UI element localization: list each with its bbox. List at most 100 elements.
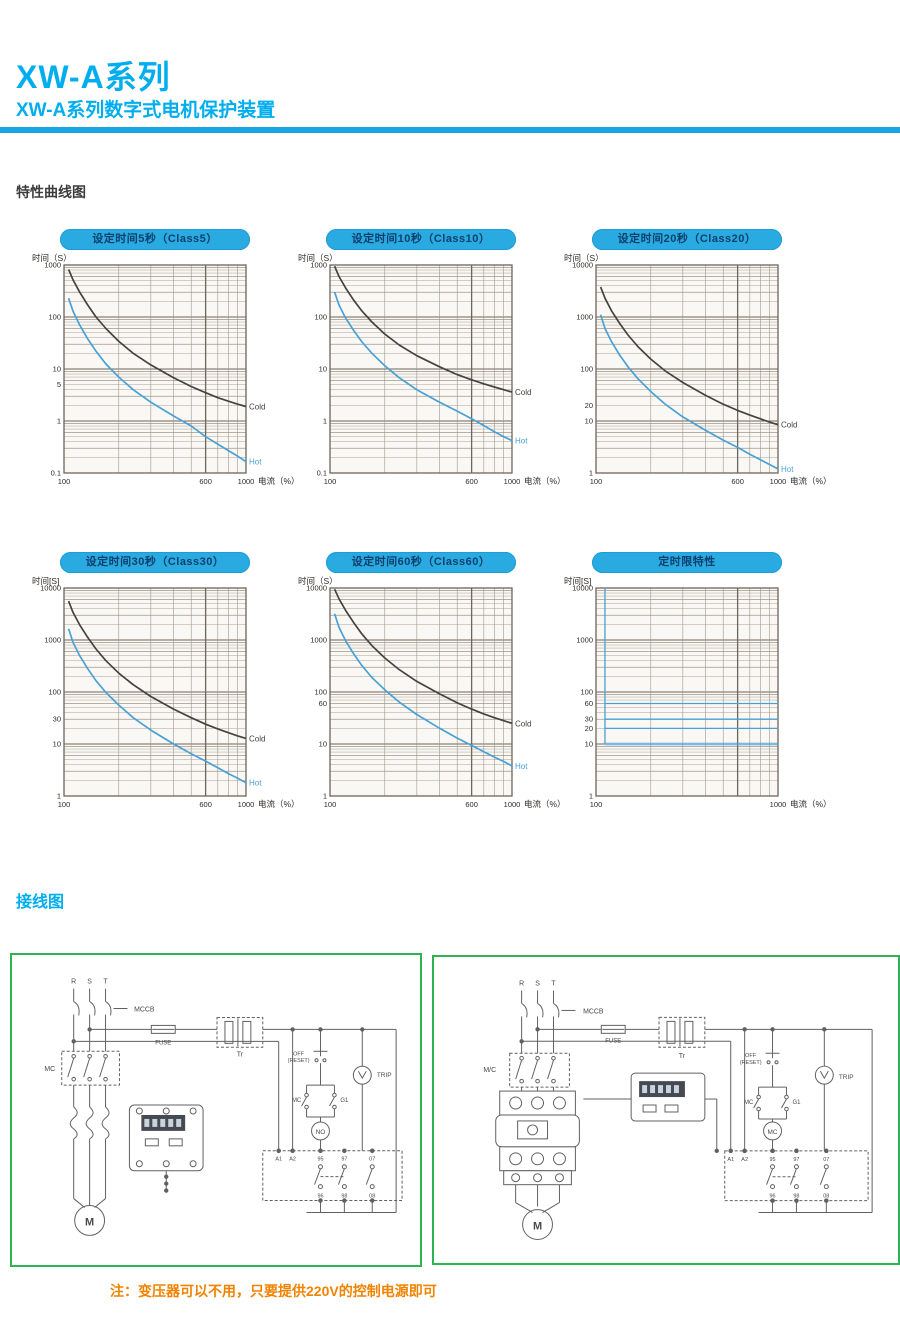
chart-title-pill: 设定时间60秒（Class60）: [326, 552, 516, 573]
svg-text:S: S: [87, 979, 92, 986]
svg-text:95: 95: [769, 1157, 775, 1163]
svg-text:FUSE: FUSE: [605, 1038, 621, 1044]
svg-text:FUSE: FUSE: [155, 1040, 171, 1046]
page-title: XW-A系列: [16, 59, 171, 95]
svg-text:600: 600: [731, 477, 744, 486]
svg-text:10: 10: [53, 740, 61, 749]
svg-text:30: 30: [53, 715, 61, 724]
svg-text:10: 10: [319, 365, 327, 374]
wiring-diagram-left: R S T MCCB FUSE Tr MC OFF (RESET) MC G1 TRIP NO A1 A2 9…: [10, 953, 422, 1267]
svg-text:100: 100: [48, 688, 61, 697]
svg-text:1000: 1000: [770, 800, 787, 809]
svg-text:1000: 1000: [576, 313, 593, 322]
svg-text:Hot: Hot: [781, 465, 794, 474]
svg-text:M: M: [533, 1220, 542, 1232]
svg-text:100: 100: [590, 477, 603, 486]
svg-text:OFF: OFF: [745, 1053, 757, 1059]
chart-class5: 设定时间5秒（Class5） Cold Hot 1000 100 10 5 1 0.1 100 6…: [30, 225, 300, 525]
svg-text:Tr: Tr: [679, 1053, 686, 1060]
svg-text:1000: 1000: [238, 800, 255, 809]
svg-text:Hot: Hot: [249, 458, 262, 467]
svg-text:1: 1: [589, 792, 593, 801]
chart-class60: 设定时间60秒（Class60） Cold Hot 10000 1000 100 60 10…: [296, 548, 566, 848]
svg-text:5: 5: [57, 380, 61, 389]
svg-text:100: 100: [314, 688, 327, 697]
svg-text:100: 100: [580, 688, 593, 697]
svg-text:97: 97: [341, 1157, 347, 1163]
svg-text:100: 100: [58, 800, 71, 809]
svg-text:100: 100: [324, 800, 337, 809]
svg-text:08: 08: [369, 1194, 375, 1200]
header-divider-bar: [0, 127, 900, 133]
svg-text:T: T: [103, 979, 108, 986]
svg-text:30: 30: [585, 715, 593, 724]
wiring-diagram-right-svg: R S T MCCB FUSE Tr M/C OFF(RESET) MC G1 TRIP MC A1 A2…: [483, 981, 873, 1240]
svg-text:100: 100: [58, 477, 71, 486]
svg-text:时间[S]: 时间[S]: [32, 576, 59, 586]
svg-text:MC: MC: [768, 1129, 778, 1136]
svg-text:1000: 1000: [44, 261, 61, 270]
svg-text:MC: MC: [292, 1098, 302, 1104]
svg-text:NO: NO: [316, 1129, 326, 1136]
svg-text:M/C: M/C: [483, 1067, 496, 1074]
svg-text:600: 600: [199, 800, 212, 809]
section-title-wiring: 接线图: [16, 894, 65, 911]
chart-class20: 设定时间20秒（Class20） Cold Hot 10000 1000 100 20 10…: [562, 225, 832, 525]
svg-text:98: 98: [341, 1194, 347, 1200]
svg-text:A1: A1: [275, 1157, 282, 1163]
svg-text:Hot: Hot: [515, 762, 528, 771]
svg-text:600: 600: [465, 800, 478, 809]
svg-text:08: 08: [823, 1194, 829, 1200]
svg-text:97: 97: [793, 1157, 799, 1163]
svg-text:96: 96: [769, 1194, 775, 1200]
svg-text:Tr: Tr: [237, 1051, 244, 1058]
svg-text:1000: 1000: [504, 800, 521, 809]
chart-title-pill: 设定时间5秒（Class5）: [60, 229, 250, 250]
svg-text:R: R: [71, 979, 76, 986]
svg-text:1000: 1000: [310, 261, 327, 270]
svg-text:07: 07: [823, 1157, 829, 1163]
svg-text:10000: 10000: [40, 584, 61, 593]
svg-text:0.1: 0.1: [317, 469, 327, 478]
svg-text:A1: A1: [727, 1157, 734, 1163]
svg-text:Hot: Hot: [515, 437, 528, 446]
schematic-lines: [495, 990, 873, 1240]
svg-text:G1: G1: [792, 1100, 801, 1106]
svg-text:10000: 10000: [572, 584, 593, 593]
svg-text:MC: MC: [44, 1066, 55, 1073]
svg-text:G1: G1: [340, 1098, 349, 1104]
diagram-labels: R S T MCCB FUSE Tr MC OFF(RESET) MC G1 TRIP NO A1 A2 9…: [44, 979, 391, 1229]
svg-text:100: 100: [580, 365, 593, 374]
svg-text:MC: MC: [744, 1100, 754, 1106]
chart-definite-time: 定时限特性 10000 1000 100 60 30 20 10 1 100 1000 时间[S] 电…: [562, 548, 832, 848]
svg-text:A2: A2: [289, 1157, 296, 1163]
svg-text:1000: 1000: [770, 477, 787, 486]
svg-text:10: 10: [319, 740, 327, 749]
svg-text:Cold: Cold: [781, 421, 797, 430]
section-title-characteristic-curves: 特性曲线图: [16, 184, 86, 200]
svg-text:96: 96: [317, 1194, 323, 1200]
chart-class10: 设定时间10秒（Class10） Cold Hot 1000 100 10 1 0.1 100…: [296, 225, 566, 525]
chart-title-pill: 设定时间20秒（Class20）: [592, 229, 782, 250]
diagram-labels: R S T MCCB FUSE Tr M/C OFF(RESET) MC G1 TRIP MC A1 A2…: [483, 981, 853, 1233]
svg-text:60: 60: [319, 699, 327, 708]
svg-text:10: 10: [585, 740, 593, 749]
svg-text:100: 100: [314, 313, 327, 322]
page-subtitle: XW-A系列数字式电机保护装置: [16, 100, 276, 121]
svg-text:M: M: [85, 1216, 94, 1228]
footnote: 注：变压器可以不用，只要提供220V的控制电源即可: [110, 1283, 437, 1299]
svg-text:07: 07: [369, 1157, 375, 1163]
svg-text:MCCB: MCCB: [583, 1008, 604, 1015]
svg-text:T: T: [551, 981, 556, 988]
svg-text:1: 1: [589, 469, 593, 478]
svg-text:TRIP: TRIP: [377, 1072, 392, 1079]
svg-text:20: 20: [585, 401, 593, 410]
svg-text:时间（S）: 时间（S）: [298, 576, 338, 586]
svg-text:Cold: Cold: [249, 403, 265, 412]
